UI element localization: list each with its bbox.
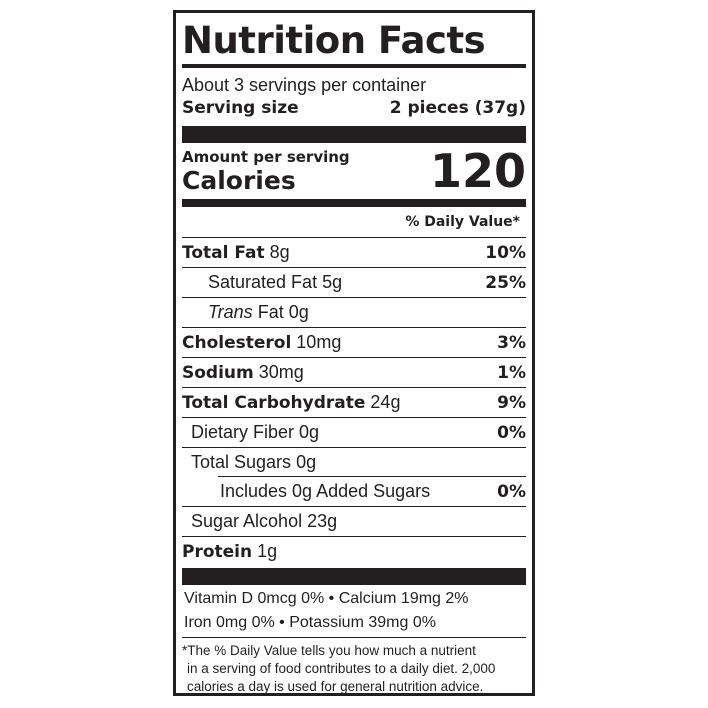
- nutrient-name: Dietary Fiber: [191, 422, 295, 442]
- vitamin-line: Iron 0mg 0% • Potassium 39mg 0%: [184, 614, 436, 631]
- nutrient-row-dietary-fiber: Dietary Fiber 0g 0%: [182, 418, 526, 448]
- nutrient-name: Trans: [208, 302, 253, 322]
- nutrient-amount: 8g: [269, 242, 290, 262]
- divider: [182, 237, 526, 238]
- divider-thick: [182, 568, 526, 585]
- nutrient-dv: 0%: [497, 422, 526, 443]
- servings-per-container: About 3 servings per container: [182, 75, 427, 95]
- serving-size-value: 2 pieces (37g): [389, 98, 526, 118]
- nutrient-amount: 30mg: [258, 362, 304, 382]
- nutrient-name: Total Sugars: [191, 452, 292, 472]
- nutrient-row-total-sugars: Total Sugars 0g: [182, 448, 526, 477]
- nutrition-facts-label: Nutrition Facts About 3 servings per con…: [173, 10, 535, 696]
- nutrient-row-added-sugars: Includes 0g Added Sugars 0%: [182, 477, 526, 507]
- footnote-line: in a serving of food contributes to a da…: [187, 661, 496, 676]
- footnote-line: *The % Daily Value tells you how much a …: [182, 643, 476, 658]
- nutrient-row-protein: Protein 1g: [182, 537, 526, 566]
- nutrient-dv: 10%: [485, 242, 526, 263]
- serving-size-label: Serving size: [182, 98, 299, 118]
- calories-value: 120: [429, 144, 526, 198]
- nutrient-dv: 1%: [497, 362, 526, 383]
- nutrient-row-trans-fat: Trans Fat 0g: [182, 298, 526, 328]
- nutrient-amount: 10mg: [296, 332, 342, 352]
- nutrient-amount: 0g: [296, 452, 317, 472]
- divider-thick: [182, 126, 526, 143]
- nutrient-name: Sugar Alcohol: [191, 511, 303, 531]
- label-title: Nutrition Facts: [182, 19, 486, 62]
- daily-value-header: % Daily Value*: [405, 214, 520, 230]
- nutrient-dv: 0%: [497, 481, 526, 502]
- nutrient-row-cholesterol: Cholesterol 10mg 3%: [182, 328, 526, 358]
- nutrient-dv: 25%: [485, 272, 526, 293]
- nutrient-row-sugar-alcohol: Sugar Alcohol 23g: [182, 507, 526, 537]
- nutrient-amount: 24g: [370, 392, 401, 412]
- serving-size: Serving size 2 pieces (37g): [182, 96, 526, 120]
- nutrient-name: Total Fat: [182, 243, 265, 263]
- nutrient-name: Cholesterol: [182, 333, 292, 353]
- nutrient-amount: 1g: [257, 541, 278, 561]
- vitamin-line: Vitamin D 0mcg 0% • Calcium 19mg 2%: [184, 590, 469, 607]
- nutrient-row-sodium: Sodium 30mg 1%: [182, 358, 526, 388]
- footnote-line: calories a day is used for general nutri…: [187, 679, 484, 694]
- divider: [182, 64, 526, 68]
- nutrient-amount: 0g: [299, 422, 320, 442]
- nutrient-name: Total Carbohydrate: [182, 393, 366, 413]
- vitamins-minerals: Vitamin D 0mcg 0% • Calcium 19mg 2% Iron…: [182, 587, 526, 635]
- nutrient-amount: 0g: [288, 302, 309, 322]
- divider: [182, 637, 526, 638]
- nutrient-name: Protein: [182, 542, 253, 562]
- footnote: *The % Daily Value tells you how much a …: [182, 638, 526, 696]
- nutrient-name: Saturated Fat: [208, 272, 318, 292]
- amount-per-serving: Amount per serving: [182, 148, 350, 166]
- calories-block: Amount per serving Calories 120: [182, 143, 526, 197]
- nutrient-dv: 9%: [497, 392, 526, 413]
- nutrient-amount: 5g: [322, 272, 343, 292]
- nutrient-name: Sodium: [182, 363, 254, 383]
- calories-label: Calories: [182, 166, 296, 195]
- nutrient-row-total-carbohydrate: Total Carbohydrate 24g 9%: [182, 388, 526, 418]
- nutrient-row-saturated-fat: Saturated Fat 5g 25%: [182, 268, 526, 298]
- nutrient-dv: 3%: [497, 332, 526, 353]
- nutrient-name: Includes 0g Added Sugars: [220, 481, 431, 501]
- nutrient-amount: 23g: [307, 511, 338, 531]
- nutrient-row-total-fat: Total Fat 8g 10%: [182, 238, 526, 268]
- nutrient-name-suffix: Fat: [257, 302, 284, 322]
- divider-medium: [182, 199, 526, 207]
